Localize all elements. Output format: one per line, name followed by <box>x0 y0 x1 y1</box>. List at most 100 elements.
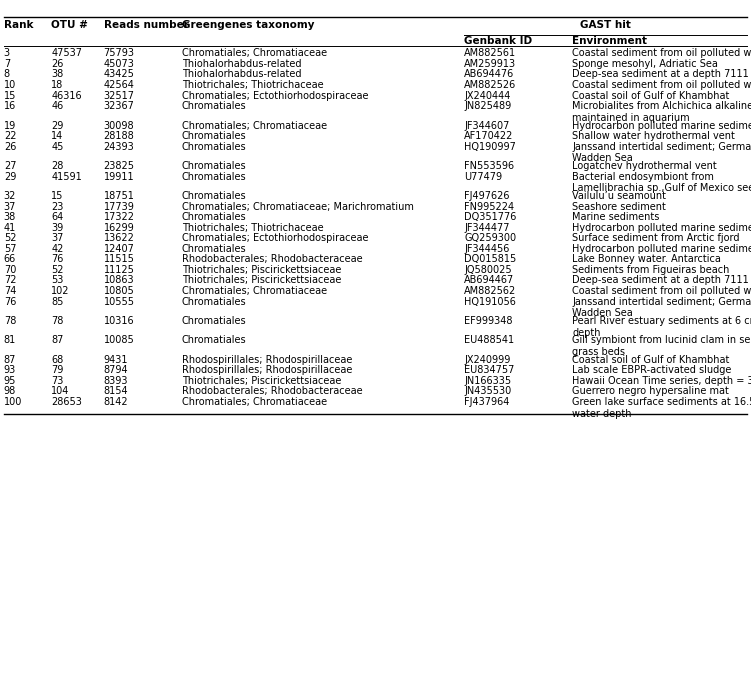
Text: 17322: 17322 <box>104 212 134 222</box>
Text: Hydrocarbon polluted marine sediments: Hydrocarbon polluted marine sediments <box>572 244 751 254</box>
Text: 19911: 19911 <box>104 172 134 182</box>
Text: Chromatiales: Chromatiales <box>182 161 246 171</box>
Text: 47537: 47537 <box>51 48 82 59</box>
Text: Thiohalorhabdus-related: Thiohalorhabdus-related <box>182 69 301 80</box>
Text: Thiohalorhabdus-related: Thiohalorhabdus-related <box>182 59 301 69</box>
Text: Chromatiales: Chromatiales <box>182 316 246 326</box>
Text: Hawaii Ocean Time series, depth = 350 m: Hawaii Ocean Time series, depth = 350 m <box>572 376 751 386</box>
Text: 73: 73 <box>51 376 63 386</box>
Text: HQ191056: HQ191056 <box>464 296 516 306</box>
Text: Chromatiales: Chromatiales <box>182 131 246 141</box>
Text: 43425: 43425 <box>104 69 134 80</box>
Text: 13622: 13622 <box>104 233 134 243</box>
Text: Chromatiales: Chromatiales <box>182 142 246 152</box>
Text: 10863: 10863 <box>104 275 134 285</box>
Text: U77479: U77479 <box>464 172 502 182</box>
Text: 66: 66 <box>4 254 16 264</box>
Text: Chromatiales: Chromatiales <box>182 244 246 254</box>
Text: 18: 18 <box>51 80 63 90</box>
Text: JX240999: JX240999 <box>464 355 511 365</box>
Text: Shallow water hydrothermal vent: Shallow water hydrothermal vent <box>572 131 735 141</box>
Text: 10085: 10085 <box>104 335 134 345</box>
Text: GAST hit: GAST hit <box>581 20 631 31</box>
Text: 14: 14 <box>51 131 63 141</box>
Text: 8794: 8794 <box>104 365 128 375</box>
Text: 23: 23 <box>51 202 63 212</box>
Text: 10555: 10555 <box>104 296 134 306</box>
Text: 93: 93 <box>4 365 16 375</box>
Text: 32: 32 <box>4 191 16 201</box>
Text: Deep-sea sediment at a depth 7111 m: Deep-sea sediment at a depth 7111 m <box>572 275 751 285</box>
Text: Vailulu’u seamount: Vailulu’u seamount <box>572 191 666 201</box>
Text: 64: 64 <box>51 212 63 222</box>
Text: 8154: 8154 <box>104 386 128 396</box>
Text: 32367: 32367 <box>104 101 134 111</box>
Text: 29: 29 <box>4 172 16 182</box>
Text: Chromatiales; Chromatiaceae: Chromatiales; Chromatiaceae <box>182 121 327 131</box>
Text: 11515: 11515 <box>104 254 134 264</box>
Text: GQ259300: GQ259300 <box>464 233 516 243</box>
Text: JF344607: JF344607 <box>464 121 509 131</box>
Text: DQ015815: DQ015815 <box>464 254 517 264</box>
Text: 46316: 46316 <box>51 91 82 101</box>
Text: 9431: 9431 <box>104 355 128 365</box>
Text: Coastal sediment from oil polluted water: Coastal sediment from oil polluted water <box>572 80 751 90</box>
Text: 17739: 17739 <box>104 202 134 212</box>
Text: 102: 102 <box>51 286 70 296</box>
Text: 29: 29 <box>51 121 63 131</box>
Text: 81: 81 <box>4 335 16 345</box>
Text: EF999348: EF999348 <box>464 316 513 326</box>
Text: 75793: 75793 <box>104 48 134 59</box>
Text: Chromatiales; Chromatiaceae: Chromatiales; Chromatiaceae <box>182 397 327 407</box>
Text: 10: 10 <box>4 80 16 90</box>
Text: 74: 74 <box>4 286 16 296</box>
Text: Chromatiales: Chromatiales <box>182 212 246 222</box>
Text: 42564: 42564 <box>104 80 134 90</box>
Text: 10316: 10316 <box>104 316 134 326</box>
Text: 23825: 23825 <box>104 161 134 171</box>
Text: JQ580025: JQ580025 <box>464 265 511 275</box>
Text: 38: 38 <box>51 69 63 80</box>
Text: 85: 85 <box>51 296 63 306</box>
Text: Chromatiales; Chromatiaceae: Chromatiales; Chromatiaceae <box>182 286 327 296</box>
Text: AB694476: AB694476 <box>464 69 514 80</box>
Text: 12407: 12407 <box>104 244 134 254</box>
Text: Reads number: Reads number <box>104 20 189 31</box>
Text: 28188: 28188 <box>104 131 134 141</box>
Text: 19: 19 <box>4 121 16 131</box>
Text: Logatchev hydrothermal vent: Logatchev hydrothermal vent <box>572 161 717 171</box>
Text: JX240444: JX240444 <box>464 91 511 101</box>
Text: 26: 26 <box>4 142 16 152</box>
Text: 15: 15 <box>51 191 63 201</box>
Text: Deep-sea sediment at a depth 7111 m: Deep-sea sediment at a depth 7111 m <box>572 69 751 80</box>
Text: 100: 100 <box>4 397 22 407</box>
Text: Lab scale EBPR-activated sludge: Lab scale EBPR-activated sludge <box>572 365 731 375</box>
Text: AM259913: AM259913 <box>464 59 516 69</box>
Text: 18751: 18751 <box>104 191 134 201</box>
Text: Coastal sediment from oil polluted water: Coastal sediment from oil polluted water <box>572 48 751 59</box>
Text: Sponge mesohyl, Adriatic Sea: Sponge mesohyl, Adriatic Sea <box>572 59 718 69</box>
Text: Seashore sediment: Seashore sediment <box>572 202 666 212</box>
Text: 37: 37 <box>51 233 63 243</box>
Text: 104: 104 <box>51 386 69 396</box>
Text: 76: 76 <box>51 254 63 264</box>
Text: Guerrero negro hypersaline mat: Guerrero negro hypersaline mat <box>572 386 729 396</box>
Text: Pearl River estuary sediments at 6 cm
depth: Pearl River estuary sediments at 6 cm de… <box>572 316 751 338</box>
Text: 68: 68 <box>51 355 63 365</box>
Text: 52: 52 <box>51 265 64 275</box>
Text: Chromatiales; Chromatiaceae: Chromatiales; Chromatiaceae <box>182 48 327 59</box>
Text: AM882526: AM882526 <box>464 80 517 90</box>
Text: AM882561: AM882561 <box>464 48 516 59</box>
Text: Chromatiales; Ectothiorhodospiraceae: Chromatiales; Ectothiorhodospiraceae <box>182 91 368 101</box>
Text: 24393: 24393 <box>104 142 134 152</box>
Text: 16: 16 <box>4 101 16 111</box>
Text: 3: 3 <box>4 48 10 59</box>
Text: Coastal sediment from oil polluted water: Coastal sediment from oil polluted water <box>572 286 751 296</box>
Text: Thiotrichales; Thiotrichaceae: Thiotrichales; Thiotrichaceae <box>182 223 324 233</box>
Text: 87: 87 <box>51 335 63 345</box>
Text: Rhodobacterales; Rhodobacteraceae: Rhodobacterales; Rhodobacteraceae <box>182 386 363 396</box>
Text: Janssand intertidal sediment; German
Wadden Sea: Janssand intertidal sediment; German Wad… <box>572 296 751 318</box>
Text: Thiotrichales; Piscirickettsiaceae: Thiotrichales; Piscirickettsiaceae <box>182 376 341 386</box>
Text: Gill symbiont from lucinid clam in sea
grass beds: Gill symbiont from lucinid clam in sea g… <box>572 335 751 357</box>
Text: 37: 37 <box>4 202 16 212</box>
